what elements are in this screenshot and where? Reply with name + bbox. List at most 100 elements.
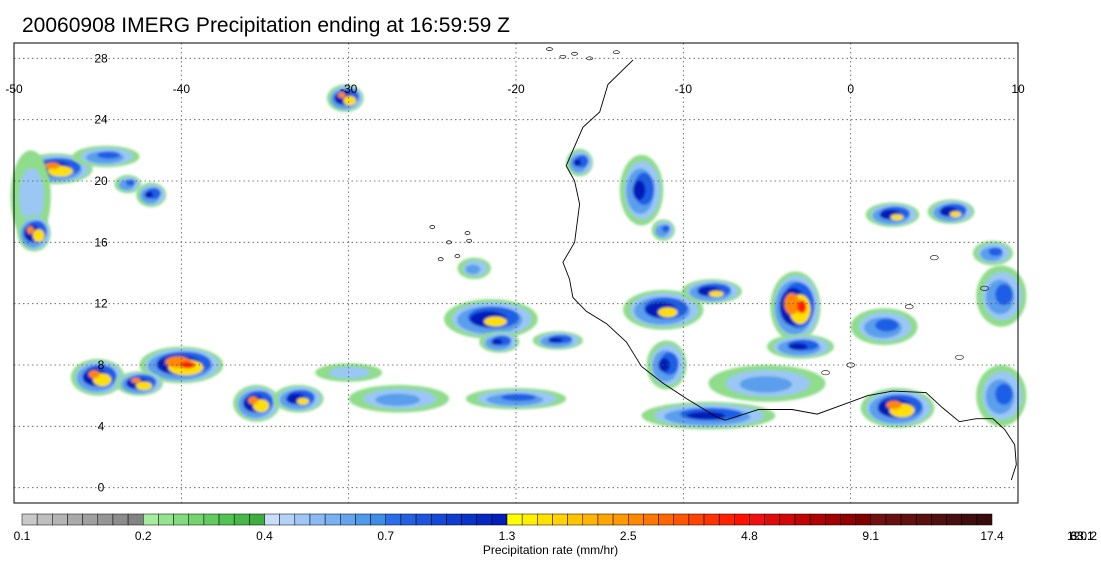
longitude-tick-label: -30 [340, 82, 358, 96]
precip-contour [179, 361, 196, 369]
longitude-tick-label: -50 [5, 82, 23, 96]
island-outline [466, 238, 472, 243]
precip-contour [248, 396, 258, 405]
map-frame [13, 42, 1019, 504]
colorbar-tick-label: 4.8 [741, 529, 758, 543]
colorbar-swatch [703, 513, 720, 526]
lake-outline [930, 255, 939, 261]
precip-cell [465, 388, 567, 410]
precip-cell [972, 240, 1013, 266]
precip-contour [686, 411, 726, 420]
precip-cell [566, 148, 593, 177]
precip-contour [784, 293, 800, 315]
island-outline [446, 240, 452, 245]
colorbar-swatch [946, 513, 962, 526]
colorbar-swatch [552, 513, 568, 526]
precip-contour [144, 191, 154, 199]
colorbar-swatch [36, 513, 53, 526]
colorbar-swatch [340, 513, 356, 526]
precipitation-cells [10, 84, 1027, 430]
colorbar-swatch [264, 513, 280, 526]
precip-cell [976, 265, 1027, 327]
precip-cell [114, 174, 142, 194]
colorbar-tick-label: 33.1 [1070, 529, 1094, 543]
colorbar-swatch [127, 513, 144, 526]
island-outline [571, 51, 578, 56]
precip-cell [532, 331, 583, 350]
map-title: 20060908 IMERG Precipitation ending at 1… [22, 14, 510, 37]
colorbar-swatch [597, 513, 614, 526]
precip-contour [708, 290, 724, 297]
colorbar-swatch [779, 513, 796, 526]
colorbar-swatch [67, 513, 83, 526]
precip-cell [860, 388, 935, 428]
coastline [429, 47, 1017, 481]
colorbar-swatch [567, 513, 584, 526]
precip-contour [343, 95, 357, 106]
precip-cell [850, 308, 918, 346]
colorbar-swatch [734, 513, 750, 526]
colorbar-tick-label: 2.5 [619, 529, 637, 543]
colorbar-swatch [673, 513, 690, 526]
longitude-tick-label: -40 [173, 82, 191, 96]
colorbar-tick-label: 1.3 [498, 529, 516, 543]
precip-cell [767, 334, 834, 359]
precip-contour [88, 370, 100, 379]
colorbar-swatch [915, 513, 932, 526]
island-outline [559, 54, 567, 59]
precip-contour [995, 283, 1013, 306]
colorbar-swatch [764, 513, 781, 526]
colorbar-swatch [537, 513, 553, 526]
colorbar-swatch [203, 513, 220, 526]
precip-contour [988, 247, 1003, 256]
colorbar-swatch [612, 513, 629, 526]
colorbar-swatch [233, 513, 250, 526]
colorbar-swatch [658, 513, 674, 526]
colorbar-swatch [825, 513, 841, 526]
precip-cell [681, 279, 742, 304]
precip-cell [136, 182, 167, 208]
colorbar-label: Precipitation rate (mm/hr) [482, 543, 619, 557]
colorbar-swatch [521, 513, 538, 526]
longitude-tick-label: -10 [675, 82, 693, 96]
colorbar-swatch [885, 513, 902, 526]
precip-cell [72, 145, 140, 168]
precip-contour [875, 318, 899, 332]
colorbar-swatch [688, 513, 705, 526]
colorbar-swatch [430, 513, 447, 526]
colorbar-swatch [21, 513, 38, 526]
colorbar-swatch [961, 513, 978, 526]
precip-contour [130, 377, 141, 383]
precip-cell [70, 358, 125, 396]
precip-contour [501, 393, 537, 401]
longitude-labels: -50 -40 -30 -20 -10 0 10 [5, 82, 1025, 96]
colorbar-swatch [249, 513, 265, 526]
colorbar-swatch [582, 513, 599, 526]
island-outline [454, 254, 461, 259]
colorbar-swatch [476, 513, 493, 526]
lake-outline [980, 285, 989, 291]
lake-outline [821, 370, 830, 376]
precip-contour [890, 214, 904, 221]
colorbar-tick-label: 120.2 [1066, 529, 1098, 543]
latitude-tick-label: 20 [94, 174, 108, 188]
colorbar-swatch [809, 513, 826, 526]
colorbar-swatch [188, 513, 205, 526]
colorbar-swatch [143, 513, 159, 526]
colorbar-tick-label: 63.1 [1070, 529, 1094, 543]
precip-contour [661, 224, 671, 233]
colorbar-swatch [324, 513, 341, 526]
latitude-tick-label: 28 [94, 51, 108, 65]
lake-outline [955, 354, 964, 360]
longitude-tick-label: 0 [847, 82, 854, 96]
latitude-tick-label: 4 [98, 419, 105, 433]
precip-contour [739, 376, 792, 393]
colorbar-swatch [370, 513, 386, 526]
precip-cell [865, 202, 920, 227]
colorbar-swatch [870, 513, 887, 526]
precip-contour [658, 307, 678, 318]
precip-cell [348, 384, 450, 413]
colorbar-tick-label: 0.1 [13, 529, 31, 543]
lake-outline [846, 362, 855, 368]
precip-cell [479, 331, 520, 353]
